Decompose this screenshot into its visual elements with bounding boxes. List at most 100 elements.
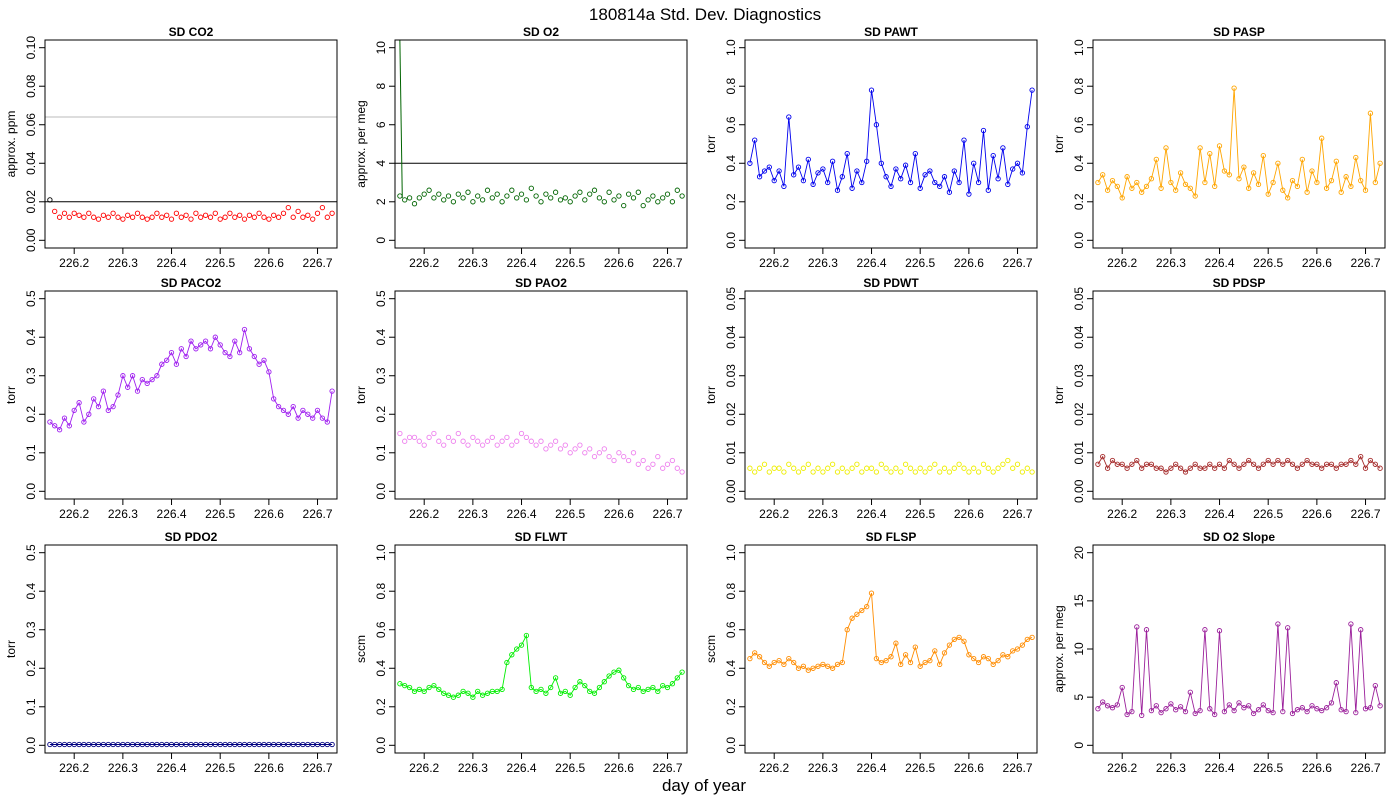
data-point: [946, 469, 953, 475]
x-tick-label: 226.7: [1003, 507, 1033, 521]
data-point: [1024, 465, 1030, 471]
data-point: [129, 214, 136, 220]
data-point: [509, 652, 515, 658]
y-tick-label: 0.2: [374, 698, 388, 715]
data-point: [455, 430, 461, 437]
data-point: [587, 191, 593, 197]
data-point: [1362, 465, 1369, 471]
data-point: [251, 353, 257, 360]
data-point: [202, 741, 209, 748]
data-point: [1114, 461, 1120, 467]
y-axis-label: sccm: [704, 635, 718, 663]
data-point: [902, 162, 909, 168]
data-point: [1231, 707, 1237, 714]
data-point: [1270, 179, 1276, 186]
data-point: [470, 199, 476, 205]
data-point: [227, 353, 233, 360]
data-point: [86, 210, 92, 216]
data-point: [110, 741, 116, 748]
data-point: [1104, 187, 1111, 193]
data-point: [820, 469, 826, 475]
data-point: [752, 469, 758, 475]
data-point: [674, 187, 680, 193]
y-tick-label: 1.0: [724, 39, 738, 56]
y-tick-label: 6: [374, 121, 388, 128]
y-tick-label: 0.6: [1072, 116, 1086, 133]
data-point: [314, 407, 321, 414]
data-point: [781, 661, 787, 668]
panel-title: SD PDO2: [165, 530, 218, 544]
data-point: [1197, 707, 1203, 714]
data-point: [52, 423, 58, 429]
data-point: [655, 688, 661, 695]
data-point: [504, 193, 510, 199]
y-tick-label: 0.08: [24, 74, 38, 98]
data-point: [844, 150, 850, 157]
data-point: [455, 692, 461, 698]
data-point: [552, 438, 559, 444]
data-point: [1323, 705, 1330, 711]
data-point: [305, 411, 311, 417]
data-point: [406, 684, 413, 691]
panel-title: SD O2 Slope: [1203, 530, 1275, 544]
data-point: [47, 419, 53, 425]
data-point: [397, 681, 403, 687]
data-point: [791, 659, 797, 666]
data-point: [188, 338, 194, 344]
data-point: [1197, 145, 1203, 151]
data-point: [834, 187, 841, 193]
data-point: [587, 446, 593, 452]
data-point: [1294, 465, 1301, 471]
data-point: [280, 407, 287, 414]
data-point: [241, 216, 248, 222]
data-point: [129, 373, 136, 379]
data-point: [441, 197, 447, 203]
data-point: [912, 469, 918, 475]
data-point: [436, 438, 442, 444]
data-point: [421, 688, 427, 695]
data-point: [81, 741, 87, 748]
data-point: [756, 654, 763, 660]
panel-title: SD PAO2: [515, 276, 567, 290]
data-point: [1309, 168, 1315, 174]
data-point: [1212, 183, 1218, 190]
x-tick-label: 226.2: [59, 761, 89, 775]
figure-x-axis-label: day of year: [662, 776, 746, 795]
data-point: [305, 212, 311, 218]
data-point: [747, 160, 753, 166]
x-tick-label: 226.6: [954, 507, 984, 521]
data-point: [1207, 461, 1213, 467]
data-point: [280, 210, 287, 216]
data-point: [533, 688, 539, 695]
y-tick-label: 0.02: [724, 402, 738, 426]
data-point: [640, 688, 646, 695]
data-point: [630, 686, 637, 693]
x-tick-label: 226.6: [1302, 761, 1332, 775]
data-point: [810, 181, 816, 188]
data-point: [115, 741, 121, 748]
data-point: [71, 210, 77, 216]
plot-frame: [1092, 39, 1386, 249]
data-point: [1019, 170, 1026, 176]
data-point: [251, 214, 257, 220]
data-point: [674, 465, 680, 471]
x-tick-label: 226.4: [1205, 761, 1235, 775]
data-point: [1362, 706, 1369, 712]
data-point: [990, 469, 996, 475]
data-point: [1000, 461, 1006, 467]
data-point: [528, 438, 534, 444]
data-point: [1109, 177, 1116, 184]
x-tick-label: 226.4: [857, 761, 887, 775]
data-point: [800, 465, 807, 471]
y-tick-label: 0.5: [24, 544, 38, 561]
data-point: [679, 669, 685, 675]
data-point: [441, 690, 447, 696]
data-point: [1212, 465, 1218, 471]
data-point: [1158, 185, 1164, 191]
data-point: [630, 195, 637, 201]
data-point: [625, 457, 632, 464]
data-point: [120, 216, 126, 222]
data-point: [961, 465, 967, 471]
data-point: [932, 461, 938, 467]
